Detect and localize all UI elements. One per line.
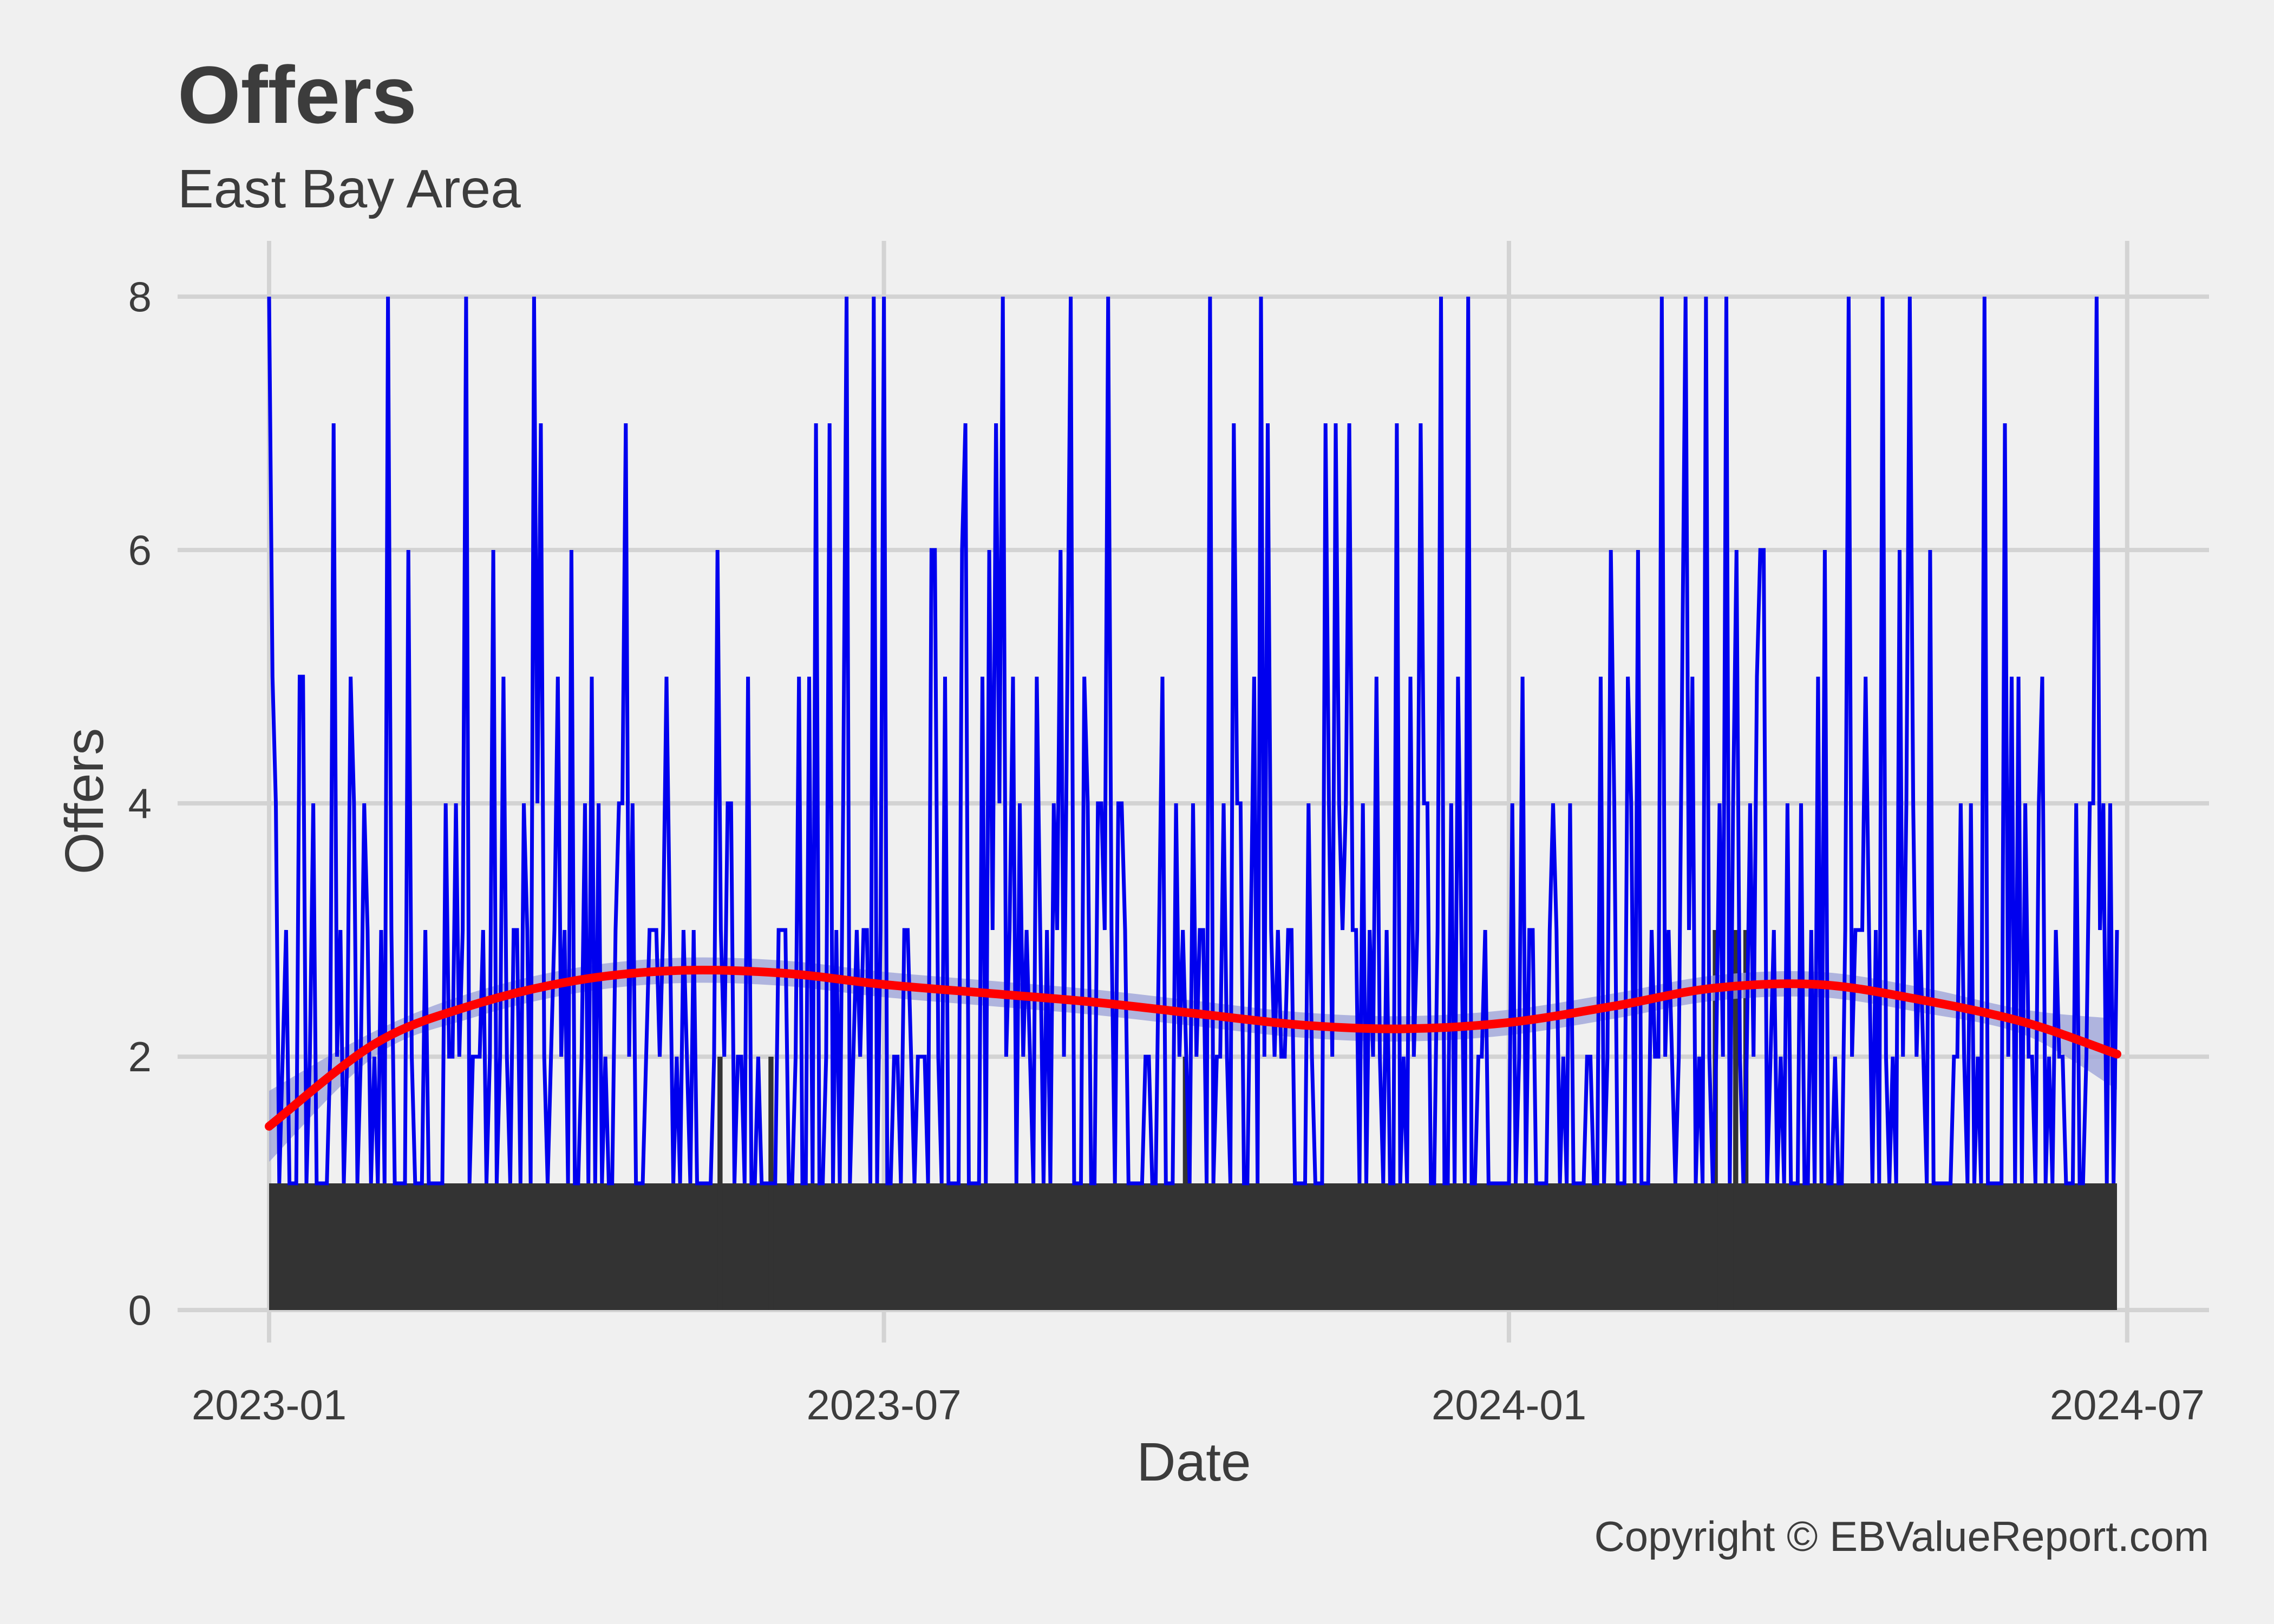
x-axis-title: Date [1136, 1432, 1251, 1492]
x-tick-label: 2023-07 [806, 1381, 961, 1429]
y-tick-label: 0 [128, 1286, 152, 1334]
y-tick-label: 6 [128, 526, 152, 574]
y-tick-label: 8 [128, 273, 152, 320]
y-axis-ticks: 0 2 4 6 8 [128, 273, 152, 1334]
trend-line [265, 966, 2121, 1131]
bar-series [269, 930, 2117, 1310]
x-tick-label: 2024-07 [2050, 1381, 2205, 1429]
x-axis-ticks: 2023-01 2023-07 2024-01 2024-07 [192, 1381, 2205, 1429]
bar [1182, 1057, 1188, 1310]
x-tick-label: 2023-01 [192, 1381, 347, 1429]
y-tick-label: 2 [128, 1033, 152, 1081]
offers-line [267, 296, 2119, 1186]
y-tick-label: 4 [128, 780, 152, 827]
bar [1733, 930, 1739, 1310]
y-axis-title: Offers [54, 728, 115, 874]
trend-curve [265, 966, 2121, 1131]
x-tick-label: 2024-01 [1432, 1381, 1586, 1429]
daily-offers-line [267, 296, 2119, 1186]
bar-baseline [269, 1183, 2117, 1310]
bar [717, 1057, 723, 1310]
chart-subtitle: East Bay Area [178, 159, 521, 219]
chart-title: Offers [178, 49, 417, 140]
chart-caption: Copyright © EBValueReport.com [1594, 1512, 2209, 1560]
